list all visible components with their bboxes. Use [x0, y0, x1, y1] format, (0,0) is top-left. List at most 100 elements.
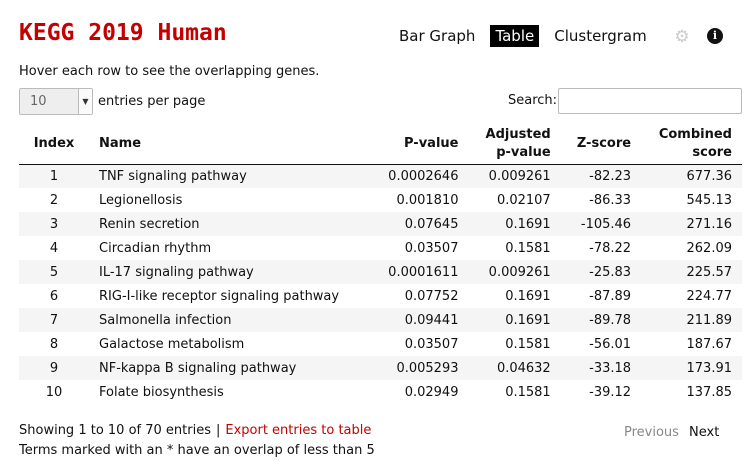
cell-zscore: -105.46 — [580, 216, 632, 232]
cell-index: 9 — [49, 360, 59, 376]
cell-adjusted-pvalue: 0.009261 — [488, 264, 551, 280]
cell-adjusted-pvalue: 0.1691 — [505, 312, 551, 328]
cell-combined-score: 137.85 — [686, 384, 733, 400]
cell-name: NF-kappa B signaling pathway — [99, 360, 297, 376]
cell-name: Circadian rhythm — [99, 240, 212, 256]
cell-name: TNF signaling pathway — [99, 168, 247, 184]
results-table: Index Name P-value Adjusted p-value Z-sc… — [19, 124, 742, 404]
cell-adjusted-pvalue: 0.1691 — [505, 288, 551, 304]
search-label: Search: — [508, 93, 558, 108]
view-tabs: Bar Graph Table Clustergram — [394, 25, 662, 47]
cell-pvalue: 0.03507 — [404, 240, 459, 256]
cell-pvalue: 0.0001611 — [388, 264, 459, 280]
cell-pvalue: 0.005293 — [396, 360, 459, 376]
cell-index: 7 — [49, 312, 59, 328]
hover-hint: Hover each row to see the overlapping ge… — [19, 64, 320, 79]
cell-index: 3 — [49, 216, 59, 232]
cell-index: 8 — [49, 336, 59, 352]
cell-combined-score: 211.89 — [686, 312, 733, 328]
entries-count-text: Showing 1 to 10 of 70 entries — [19, 423, 211, 438]
table-row[interactable]: 5 IL-17 signaling pathway 0.0001611 0.00… — [19, 260, 742, 284]
col-header-adjusted-pvalue[interactable]: Adjusted p-value — [468, 124, 561, 165]
cell-adjusted-pvalue: 0.1691 — [505, 216, 551, 232]
cell-adjusted-pvalue: 0.02107 — [496, 192, 551, 208]
cell-combined-score: 262.09 — [686, 240, 733, 256]
cell-zscore: -33.18 — [589, 360, 632, 376]
cell-index: 2 — [49, 192, 59, 208]
cell-combined-score: 225.57 — [686, 264, 733, 280]
cell-pvalue: 0.02949 — [404, 384, 459, 400]
cell-pvalue: 0.07645 — [404, 216, 459, 232]
cell-name: Legionellosis — [99, 192, 183, 208]
tab-clustergram[interactable]: Clustergram — [554, 27, 647, 45]
table-row[interactable]: 2 Legionellosis 0.001810 0.02107 -86.33 … — [19, 188, 742, 212]
col-header-combined-line1: Combined — [658, 126, 732, 142]
cell-zscore: -86.33 — [589, 192, 632, 208]
entries-per-page-label: entries per page — [98, 94, 206, 109]
cell-index: 1 — [49, 168, 59, 184]
table-row[interactable]: 1 TNF signaling pathway 0.0002646 0.0092… — [19, 164, 742, 188]
cell-combined-score: 173.91 — [686, 360, 733, 376]
cell-name: RIG-I-like receptor signaling pathway — [99, 288, 340, 304]
footer-separator: | — [215, 423, 221, 438]
col-header-adjusted-line1: Adjusted — [485, 126, 551, 142]
cell-pvalue: 0.07752 — [404, 288, 459, 304]
cell-index: 4 — [49, 240, 59, 256]
cell-zscore: -87.89 — [589, 288, 632, 304]
table-row[interactable]: 9 NF-kappa B signaling pathway 0.005293 … — [19, 356, 742, 380]
col-header-index[interactable]: Index — [19, 124, 89, 165]
table-row[interactable]: 10 Folate biosynthesis 0.02949 0.1581 -3… — [19, 380, 742, 404]
entries-per-page-select[interactable]: 10 ▼ — [19, 88, 93, 115]
table-row[interactable]: 4 Circadian rhythm 0.03507 0.1581 -78.22… — [19, 236, 742, 260]
cell-combined-score: 271.16 — [686, 216, 733, 232]
cell-combined-score: 677.36 — [686, 168, 733, 184]
cell-zscore: -56.01 — [589, 336, 632, 352]
info-icon[interactable]: i — [707, 28, 723, 44]
overlap-note: Terms marked with an * have an overlap o… — [19, 443, 375, 458]
cell-name: Folate biosynthesis — [99, 384, 224, 400]
cell-adjusted-pvalue: 0.1581 — [505, 384, 551, 400]
tab-table[interactable]: Table — [490, 25, 540, 47]
cell-adjusted-pvalue: 0.04632 — [496, 360, 551, 376]
search-input[interactable] — [558, 88, 742, 114]
cell-name: Salmonella infection — [99, 312, 232, 328]
col-header-zscore[interactable]: Z-score — [560, 124, 642, 165]
table-row[interactable]: 8 Galactose metabolism 0.03507 0.1581 -5… — [19, 332, 742, 356]
next-page-button[interactable]: Next — [689, 425, 720, 440]
cell-adjusted-pvalue: 0.1581 — [505, 336, 551, 352]
export-link[interactable]: Export entries to table — [225, 423, 372, 438]
tab-bar-graph[interactable]: Bar Graph — [399, 27, 476, 45]
col-header-combined-score[interactable]: Combined score — [641, 124, 742, 165]
cell-combined-score: 545.13 — [686, 192, 733, 208]
previous-page-button[interactable]: Previous — [624, 425, 679, 440]
cell-combined-score: 224.77 — [686, 288, 733, 304]
col-header-combined-line2: score — [692, 144, 732, 160]
entries-per-page-value: 10 — [30, 94, 47, 109]
col-header-name[interactable]: Name — [89, 124, 371, 165]
cell-name: Renin secretion — [99, 216, 200, 232]
table-info: Showing 1 to 10 of 70 entries | Export ent… — [19, 423, 371, 438]
cell-index: 10 — [45, 384, 63, 400]
chevron-down-icon[interactable]: ▼ — [78, 89, 92, 114]
cell-name: Galactose metabolism — [99, 336, 245, 352]
col-header-adjusted-line2: p-value — [496, 144, 551, 160]
cell-zscore: -82.23 — [589, 168, 632, 184]
cell-name: IL-17 signaling pathway — [99, 264, 254, 280]
page-title: KEGG 2019 Human — [19, 20, 227, 46]
table-row[interactable]: 7 Salmonella infection 0.09441 0.1691 -8… — [19, 308, 742, 332]
table-row[interactable]: 3 Renin secretion 0.07645 0.1691 -105.46… — [19, 212, 742, 236]
cell-index: 5 — [49, 264, 59, 280]
cell-combined-score: 187.67 — [686, 336, 733, 352]
col-header-pvalue[interactable]: P-value — [370, 124, 469, 165]
cell-adjusted-pvalue: 0.1581 — [505, 240, 551, 256]
table-header-row: Index Name P-value Adjusted p-value Z-sc… — [19, 124, 742, 165]
cell-pvalue: 0.03507 — [404, 336, 459, 352]
cell-index: 6 — [49, 288, 59, 304]
cell-pvalue: 0.0002646 — [388, 168, 459, 184]
cell-adjusted-pvalue: 0.009261 — [488, 168, 551, 184]
cell-pvalue: 0.09441 — [404, 312, 459, 328]
table-row[interactable]: 6 RIG-I-like receptor signaling pathway … — [19, 284, 742, 308]
cell-pvalue: 0.001810 — [396, 192, 459, 208]
cell-zscore: -39.12 — [589, 384, 632, 400]
gear-icon[interactable]: ⚙ — [674, 27, 690, 47]
